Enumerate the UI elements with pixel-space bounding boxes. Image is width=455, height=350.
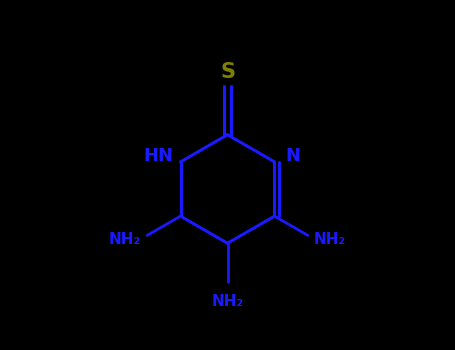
- Text: N: N: [285, 147, 300, 164]
- Text: NH₂: NH₂: [212, 294, 243, 309]
- Text: NH₂: NH₂: [109, 232, 141, 247]
- Text: NH₂: NH₂: [314, 232, 346, 247]
- Text: HN: HN: [144, 147, 174, 164]
- Text: S: S: [220, 62, 235, 83]
